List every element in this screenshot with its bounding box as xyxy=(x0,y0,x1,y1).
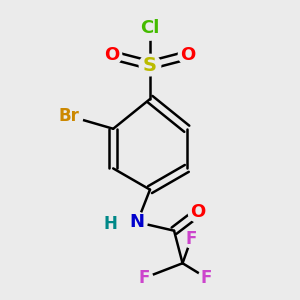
Circle shape xyxy=(56,102,83,130)
Text: F: F xyxy=(139,269,150,287)
Circle shape xyxy=(183,231,200,248)
Text: H: H xyxy=(103,215,117,233)
Circle shape xyxy=(102,45,122,65)
Text: O: O xyxy=(181,46,196,64)
Text: O: O xyxy=(190,203,206,221)
Circle shape xyxy=(138,16,162,40)
Circle shape xyxy=(139,54,161,76)
Text: F: F xyxy=(201,269,212,287)
Text: Cl: Cl xyxy=(140,19,160,37)
Text: O: O xyxy=(104,46,119,64)
Circle shape xyxy=(178,45,198,65)
Circle shape xyxy=(136,269,153,286)
Circle shape xyxy=(128,212,147,232)
Circle shape xyxy=(102,217,118,232)
Circle shape xyxy=(198,269,215,286)
Text: F: F xyxy=(185,230,197,248)
Text: S: S xyxy=(143,56,157,75)
Text: Br: Br xyxy=(59,107,80,125)
Circle shape xyxy=(188,202,208,222)
Text: N: N xyxy=(130,213,145,231)
